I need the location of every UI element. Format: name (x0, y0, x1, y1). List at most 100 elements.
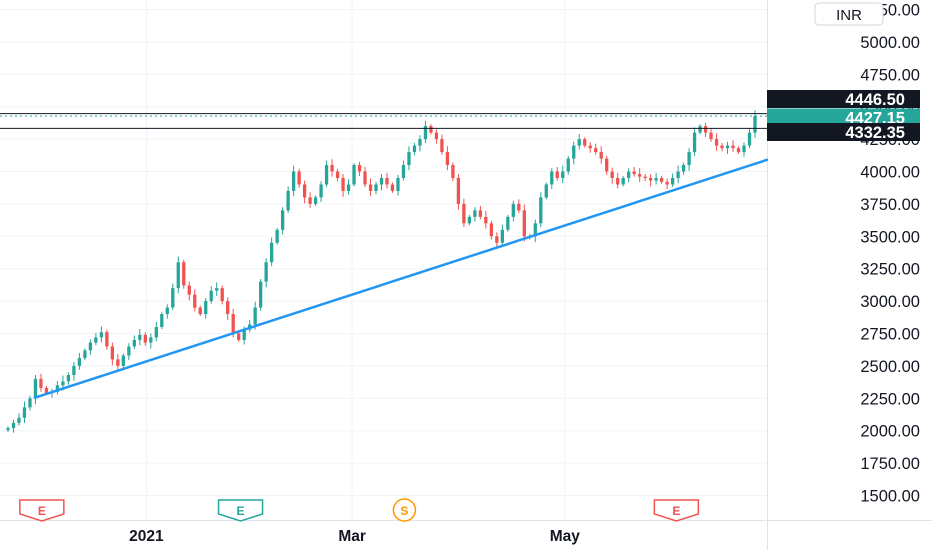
price-tick-label: 3750.00 (860, 196, 920, 214)
candle-body (253, 307, 257, 325)
horizontal-levels[interactable] (0, 113, 767, 129)
earnings-event-marker (653, 499, 700, 522)
price-label-box (767, 90, 920, 108)
candle-body (324, 165, 329, 185)
candle-body (11, 422, 16, 429)
candle-body (566, 158, 570, 172)
event-marker-label: S (400, 504, 408, 518)
candle-body (165, 307, 169, 315)
candle-body (753, 116, 757, 133)
candle-body (61, 381, 65, 386)
candle-body (390, 184, 395, 191)
candle-body (599, 152, 603, 159)
candle-body (500, 229, 504, 243)
candle-body (451, 165, 455, 178)
candle-body (22, 407, 27, 418)
price-tick-label: 2000.00 (860, 423, 920, 441)
candle-body (467, 216, 472, 224)
currency-badge-box[interactable] (814, 2, 884, 26)
candle-body (396, 177, 400, 191)
candle-body (412, 145, 417, 153)
price-tick-label: 1750.00 (860, 455, 920, 473)
candle-body (220, 288, 224, 302)
candle-body (698, 126, 702, 133)
candle-body (330, 165, 334, 172)
candle-body (231, 314, 235, 334)
candle-body (77, 358, 82, 366)
currency-badge[interactable]: INR (814, 2, 884, 26)
price-tick-label: 3000.00 (860, 293, 920, 311)
candle-body (297, 171, 301, 185)
candle-body (33, 378, 38, 399)
candle-body (17, 417, 21, 423)
candle-body (736, 148, 741, 153)
candle-body (215, 288, 219, 291)
price-label-box (767, 108, 920, 127)
candle-body (264, 262, 268, 282)
candle-body (687, 152, 691, 166)
candle-body (440, 139, 444, 153)
candle-body (176, 262, 180, 289)
price-label-text: 4446.50 (845, 91, 905, 109)
candle-body (594, 148, 598, 153)
candle-body (561, 171, 565, 178)
event-marker-label: E (38, 504, 46, 518)
candle-body (368, 184, 373, 191)
candle-body (319, 184, 323, 198)
candle-body (555, 171, 559, 178)
candle-body (83, 350, 87, 359)
candle-body (731, 145, 735, 149)
price-tick-label: 1500.00 (860, 488, 920, 506)
candle-body (692, 132, 697, 153)
candle-body (742, 145, 746, 153)
candle-body (39, 378, 43, 388)
candle-body (517, 203, 521, 211)
candle-body (127, 346, 131, 356)
candle-body (429, 126, 433, 133)
candle-body (44, 387, 49, 394)
time-axis[interactable]: 2021 Mar May (129, 528, 580, 545)
candle-body (665, 181, 669, 185)
candle-body (577, 139, 581, 146)
chart-grid (0, 0, 767, 520)
candle-body (643, 176, 647, 178)
candle-body (401, 165, 406, 178)
candle-body (648, 177, 653, 181)
candle-body (88, 342, 93, 351)
candle-body (511, 203, 515, 217)
candle-body (709, 132, 713, 140)
candle-body (522, 210, 526, 237)
candle-body (747, 132, 752, 146)
candle-body (94, 337, 98, 343)
candle-body (121, 355, 125, 366)
candle-body (533, 223, 537, 237)
price-tick-label: 3250.00 (860, 261, 920, 279)
trendline[interactable] (33, 158, 769, 399)
price-tick-label: 4750.00 (860, 66, 920, 84)
candle-body (550, 171, 554, 185)
candle-body (610, 171, 614, 178)
event-marker-label: E (672, 504, 680, 518)
candle-body (291, 171, 296, 191)
candle-body (149, 337, 153, 343)
candle-body (539, 197, 543, 224)
candle-body (209, 290, 213, 302)
candle-body (132, 339, 136, 347)
candle-body (478, 210, 483, 217)
candle-body (495, 236, 499, 243)
price-label-text: 4332.35 (845, 124, 905, 142)
candle-body (226, 301, 230, 315)
candle-body (138, 334, 142, 340)
candle-body (374, 184, 378, 191)
candle-body (6, 428, 10, 431)
price-tick-label: 2500.00 (860, 358, 920, 376)
candle-body (160, 314, 164, 328)
candle-body (154, 327, 158, 338)
earnings-event-marker (19, 499, 65, 522)
candle-body (456, 177, 461, 204)
price-tick-label: 2750.00 (860, 326, 920, 344)
candle-body (28, 398, 32, 408)
candle-body (187, 285, 191, 295)
price-axis[interactable]: 5250.005000.004750.004500.004250.004000.… (860, 2, 920, 506)
